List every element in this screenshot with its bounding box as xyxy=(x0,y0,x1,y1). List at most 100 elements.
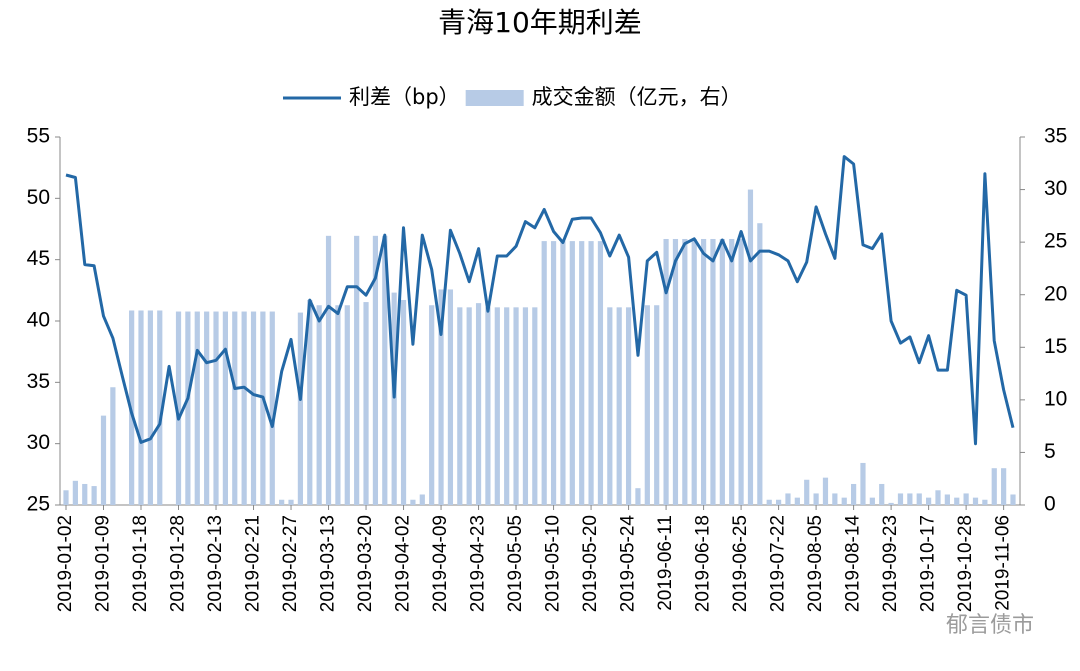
bar xyxy=(419,494,425,505)
bar xyxy=(82,483,88,505)
bar xyxy=(560,241,566,505)
bar xyxy=(700,238,707,505)
legend-label: 利差（bp） xyxy=(349,85,460,109)
bar xyxy=(400,299,407,505)
bar xyxy=(635,488,641,505)
bar xyxy=(279,499,285,505)
bar xyxy=(241,311,247,505)
x-tick-label: 2019-04-02 xyxy=(393,515,414,612)
bar xyxy=(100,415,107,505)
x-tick-label: 2019-05-24 xyxy=(618,515,639,613)
bar xyxy=(897,493,904,505)
bar xyxy=(982,499,988,505)
watermark: 郁言债市 xyxy=(946,613,1034,638)
bar xyxy=(785,493,791,505)
bar xyxy=(719,238,725,505)
bar xyxy=(757,223,763,505)
bar xyxy=(625,307,632,505)
bar xyxy=(260,311,266,505)
bar xyxy=(363,302,369,505)
bar xyxy=(663,238,669,505)
bar xyxy=(513,307,519,505)
bar xyxy=(597,241,604,505)
y2-tick-label: 25 xyxy=(1044,230,1067,253)
x-tick-label: 2019-02-13 xyxy=(205,515,226,612)
bar xyxy=(157,310,163,505)
bar xyxy=(832,493,838,505)
bar xyxy=(569,241,575,505)
bar xyxy=(654,305,660,505)
bar xyxy=(504,307,510,505)
x-tick-label: 2019-05-10 xyxy=(543,515,564,612)
bar xyxy=(682,238,688,505)
bar xyxy=(644,305,650,505)
bar xyxy=(485,307,491,505)
y2-tick-label: 15 xyxy=(1044,335,1067,358)
bar xyxy=(91,486,97,505)
line xyxy=(65,155,1015,446)
x-tick-label: 2019-01-18 xyxy=(130,515,151,612)
bar xyxy=(841,497,847,505)
bar xyxy=(410,499,416,505)
x-tick-label: 2019-01-02 xyxy=(55,515,76,612)
x-tick-label: 2019-07-22 xyxy=(768,515,789,612)
bar xyxy=(522,307,529,505)
bar xyxy=(1001,468,1007,505)
bar xyxy=(541,241,547,505)
bar xyxy=(250,311,257,505)
x-tick-label: 2019-05-20 xyxy=(580,515,601,612)
bar xyxy=(232,311,238,505)
bar xyxy=(935,490,941,505)
bar xyxy=(138,310,144,505)
bar xyxy=(325,235,332,505)
y2-tick-label: 35 xyxy=(1044,125,1067,148)
x-tick-label: 2019-08-05 xyxy=(805,515,826,612)
bar xyxy=(382,235,388,505)
y-tick-label: 55 xyxy=(27,125,50,148)
y-tick-label: 50 xyxy=(27,186,50,209)
y-tick-label: 30 xyxy=(27,431,50,454)
bar xyxy=(616,307,622,505)
bar xyxy=(475,303,482,505)
bar xyxy=(222,311,228,505)
bar xyxy=(775,499,782,505)
bar xyxy=(185,311,191,505)
bar xyxy=(175,311,182,505)
bar xyxy=(963,493,969,505)
bar xyxy=(391,292,397,505)
x-tick-label: 2019-06-25 xyxy=(730,515,751,612)
bar xyxy=(335,305,341,505)
y-tick-label: 25 xyxy=(27,493,50,516)
bar xyxy=(494,307,500,505)
bar xyxy=(672,238,679,505)
bar xyxy=(269,311,275,505)
bar xyxy=(879,483,885,505)
bar xyxy=(316,305,322,505)
x-tick-label: 2019-05-05 xyxy=(505,515,526,612)
bar xyxy=(860,462,866,505)
legend-swatch xyxy=(465,90,524,106)
bar xyxy=(794,497,800,505)
bar xyxy=(194,311,200,505)
bar xyxy=(288,499,294,505)
x-tick-label: 2019-06-11 xyxy=(655,515,676,611)
y2-tick-label: 10 xyxy=(1044,387,1067,410)
bar xyxy=(213,311,219,505)
x-tick-label: 2019-11-06 xyxy=(993,515,1014,611)
bar xyxy=(804,479,810,505)
bar xyxy=(869,497,875,505)
bar xyxy=(738,238,744,505)
bar xyxy=(888,502,894,505)
x-tick-label: 2019-10-17 xyxy=(918,515,939,612)
x-tick-label: 2019-02-27 xyxy=(280,515,301,612)
bar xyxy=(822,477,829,505)
bar xyxy=(72,480,78,505)
bar xyxy=(691,238,697,505)
bar xyxy=(907,493,913,505)
x-tick-label: 2019-09-23 xyxy=(880,515,901,612)
bar xyxy=(588,241,594,505)
bar xyxy=(747,189,754,506)
bar xyxy=(307,299,313,505)
bar xyxy=(457,307,463,505)
